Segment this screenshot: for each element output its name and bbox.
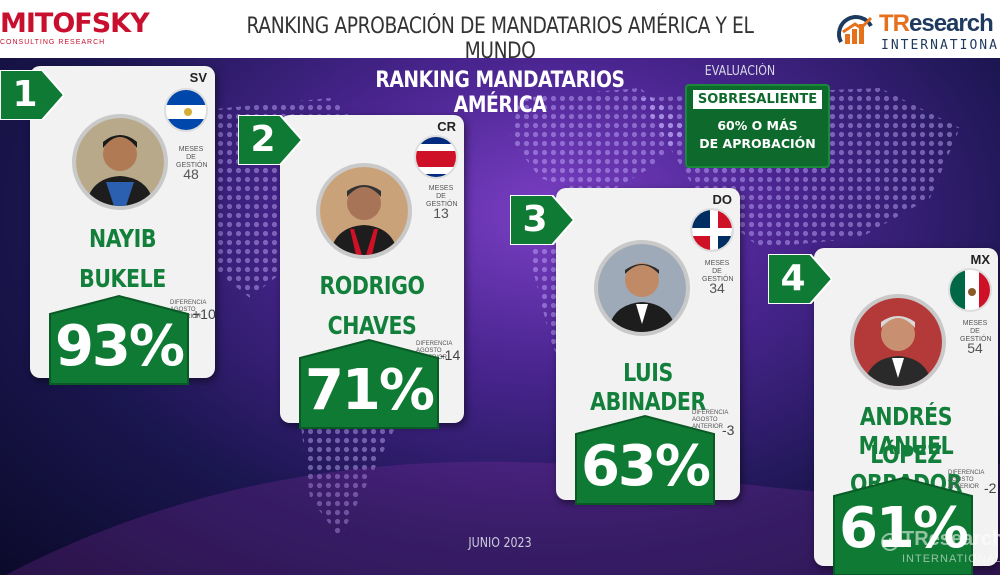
evaluation-box: SOBRESALIENTE 60% O MÁS DE APROBACIÓN — [685, 84, 830, 168]
country-code: CR — [437, 119, 456, 134]
el-salvador-flag-icon — [164, 88, 208, 132]
difference-value: -14 — [440, 347, 461, 363]
watermark-text: TResearch — [902, 528, 1000, 550]
rank-tag-4: 4 — [768, 254, 832, 304]
rank-number: 3 — [522, 199, 548, 240]
months-label: MESES DE GESTIÓN — [702, 260, 734, 283]
leader-last-name: CHAVES — [327, 311, 417, 340]
evaluation-label: EVALUACIÓN — [704, 64, 776, 79]
rank-tag-3: 3 — [510, 195, 574, 245]
report-date: JUNIO 2023 — [468, 536, 532, 551]
difference-value: -2 — [984, 480, 997, 496]
dominican-republic-flag-icon — [690, 208, 734, 252]
country-code: SV — [189, 70, 207, 85]
rank-number: 1 — [12, 74, 38, 115]
months-value: 48 — [183, 166, 199, 182]
mitofsky-logo: MITOFSKY CONSULTING RESEARCH — [0, 8, 150, 50]
tresearch-logo-icon — [837, 15, 873, 44]
page-title: RANKING APROBACIÓN DE MANDATARIOS AMÉRIC… — [246, 14, 754, 64]
approval-value: 61% — [838, 496, 969, 561]
country-code: MX — [970, 252, 991, 267]
rank-tag-1: 1 — [0, 70, 64, 120]
tresearch-watermark: TResearch INTERNATIONAL — [880, 528, 1000, 574]
approval-value: 71% — [304, 358, 435, 423]
leader-first-name: RODRIGO — [319, 271, 425, 300]
difference-value: -3 — [722, 422, 735, 438]
evaluation-threshold-sub: DE APROBACIÓN — [699, 136, 816, 151]
watermark-subtext: INTERNATIONAL — [902, 553, 1000, 565]
approval-badge-2: 71% — [296, 338, 442, 430]
mitofsky-logo-text: MITOFSKY — [0, 8, 150, 39]
tresearch-logo: TResearch INTERNATIONAL — [835, 8, 1000, 54]
leader-photo — [594, 240, 690, 336]
difference-value: +10 — [192, 306, 216, 322]
tresearch-watermark-icon — [881, 533, 899, 551]
leader-first-name: ANDRÉS MANUEL — [858, 402, 954, 460]
tresearch-logo-text: TResearch — [879, 10, 994, 37]
leader-photo — [316, 163, 412, 259]
header-bar: MITOFSKY CONSULTING RESEARCH RANKING APR… — [0, 0, 1000, 64]
tresearch-logo-subtext: INTERNATIONAL — [881, 38, 1000, 53]
months-value: 34 — [709, 280, 725, 296]
section-title: RANKING MANDATARIOS AMÉRICA — [375, 68, 625, 118]
country-code: DO — [712, 192, 733, 207]
leader-photo — [850, 294, 946, 390]
approval-badge-3: 63% — [572, 414, 718, 506]
leader-last-name: BUKELE — [79, 264, 166, 293]
approval-value: 93% — [54, 314, 185, 379]
evaluation-level: SOBRESALIENTE — [693, 90, 822, 109]
leader-first-name: NAYIB — [88, 224, 157, 253]
mexico-flag-icon — [948, 268, 992, 312]
months-value: 54 — [967, 340, 983, 356]
ranking-stage: RANKING MANDATARIOS AMÉRICA EVALUACIÓN S… — [0, 58, 1000, 575]
approval-badge-4: 61% — [830, 476, 976, 575]
rank-number: 4 — [780, 258, 806, 299]
months-value: 13 — [433, 205, 449, 221]
leader-photo — [72, 114, 168, 210]
rank-number: 2 — [250, 119, 276, 160]
rank-tag-2: 2 — [238, 115, 302, 165]
costa-rica-flag-icon — [414, 135, 458, 179]
months-label: MESES DE GESTIÓN — [176, 146, 208, 169]
evaluation-threshold: 60% O MÁS — [717, 118, 798, 133]
months-label: MESES DE GESTIÓN — [426, 185, 458, 208]
approval-value: 63% — [580, 434, 711, 499]
leader-full-name: LUIS ABINADER — [590, 358, 706, 416]
months-label: MESES DE GESTIÓN — [960, 320, 992, 343]
approval-badge-1: 93% — [46, 294, 192, 386]
mitofsky-logo-subtext: CONSULTING RESEARCH — [0, 39, 106, 46]
